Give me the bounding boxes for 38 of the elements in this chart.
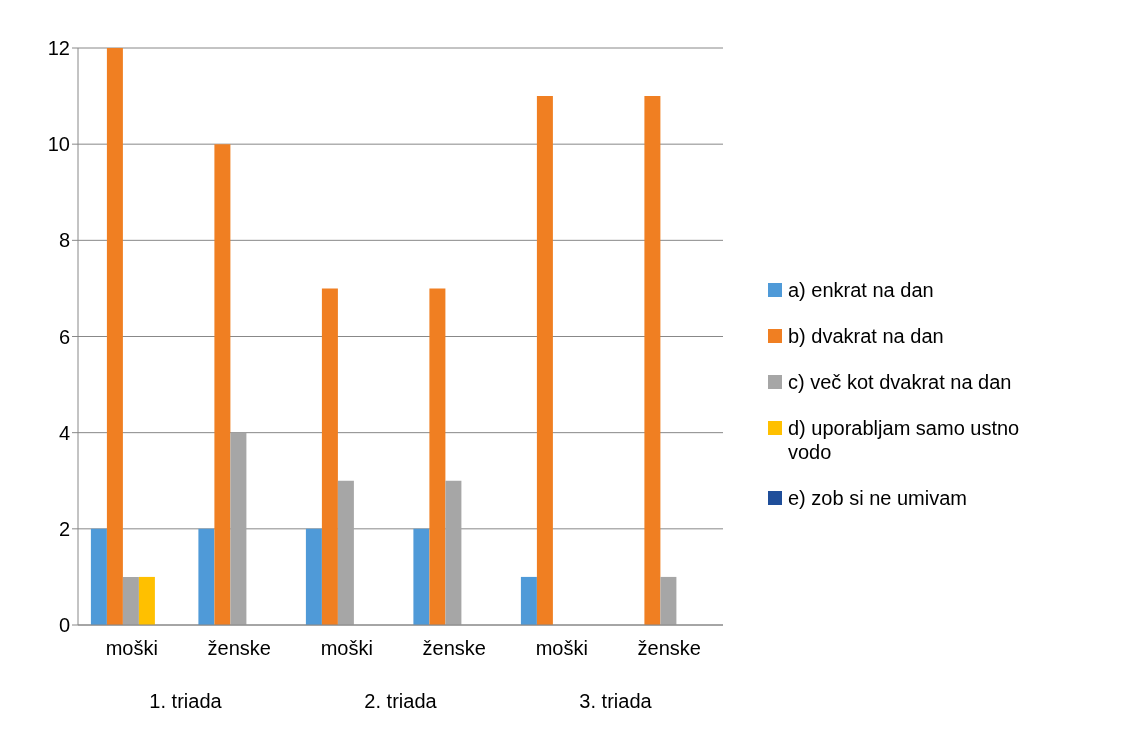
y-tick-label: 10 bbox=[47, 133, 70, 156]
bar bbox=[536, 96, 553, 625]
legend-label: d) uporabljam samo ustno vodo bbox=[788, 416, 1021, 464]
y-tick-label: 6 bbox=[58, 325, 70, 348]
y-tick-label: 4 bbox=[58, 421, 70, 444]
bar bbox=[520, 576, 537, 625]
legend-label: b) dvakrat na dan bbox=[788, 324, 945, 348]
x-tick-label: ženske bbox=[207, 637, 271, 659]
legend-label: e) zob si ne umivam bbox=[788, 486, 968, 510]
bar bbox=[644, 96, 661, 625]
bar bbox=[305, 528, 322, 625]
bar bbox=[106, 48, 123, 625]
bar bbox=[321, 288, 338, 625]
x-tick-label: moški bbox=[105, 637, 158, 659]
legend-label: a) enkrat na dan bbox=[788, 278, 935, 302]
legend-label: c) več kot dvakrat na dan bbox=[788, 370, 1013, 394]
bar bbox=[445, 480, 462, 625]
y-tick-label: 12 bbox=[47, 37, 70, 60]
bar bbox=[230, 432, 247, 625]
bar bbox=[198, 528, 215, 625]
bar bbox=[337, 480, 354, 625]
bar bbox=[122, 576, 139, 625]
x-tick-label: ženske bbox=[422, 637, 486, 659]
text: 2. triada bbox=[364, 690, 438, 712]
bar bbox=[214, 144, 231, 625]
y-tick-label: 8 bbox=[58, 229, 70, 252]
x-tick-label: moški bbox=[320, 637, 373, 659]
text: 1. triada bbox=[149, 690, 223, 712]
x-tick-label: moški bbox=[535, 637, 588, 659]
bar bbox=[413, 528, 430, 625]
x-tick-label: ženske bbox=[637, 637, 701, 659]
bar bbox=[138, 576, 155, 625]
y-tick-label: 0 bbox=[58, 614, 70, 637]
bar bbox=[90, 528, 107, 625]
text: 3. triada bbox=[579, 690, 653, 712]
bar bbox=[660, 576, 677, 625]
y-tick-label: 2 bbox=[58, 517, 70, 540]
bar bbox=[429, 288, 446, 625]
